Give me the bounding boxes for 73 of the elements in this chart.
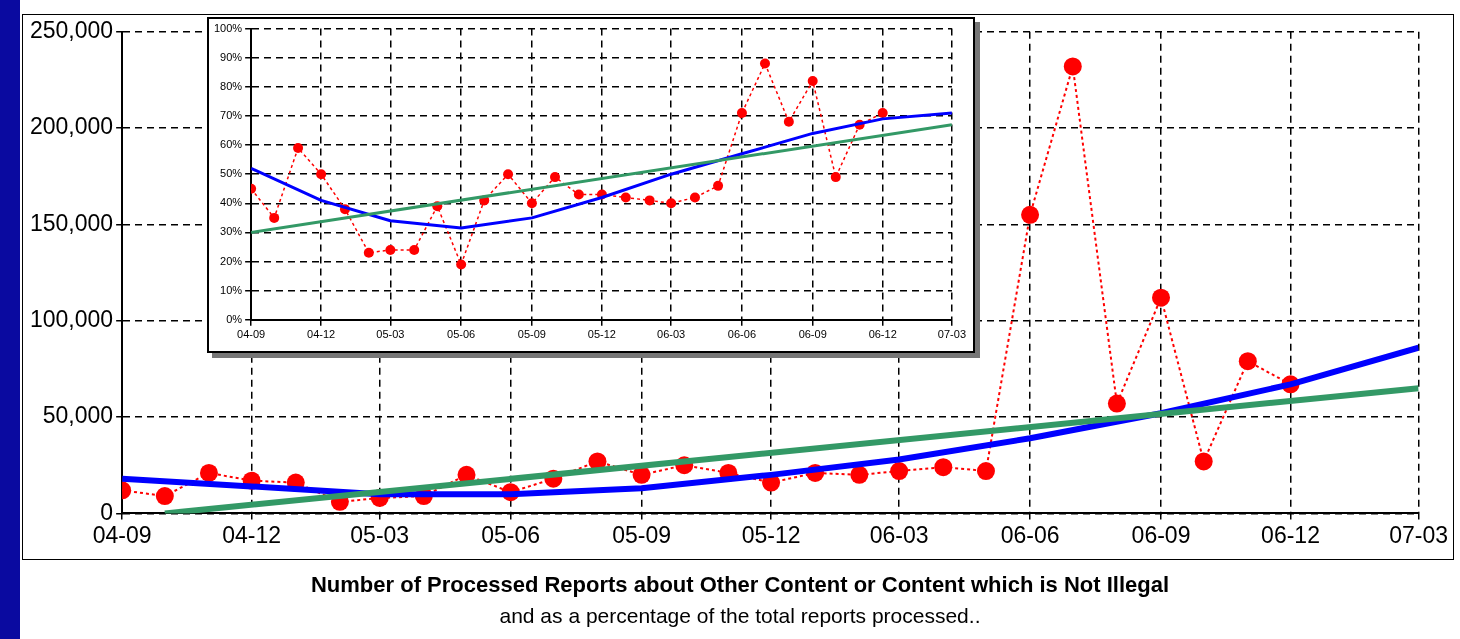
- point: [934, 458, 953, 477]
- x-tick-label: 06-09: [1131, 521, 1191, 548]
- point: [316, 169, 327, 180]
- point: [456, 259, 467, 270]
- y-tick-label: 90%: [220, 50, 243, 63]
- point: [199, 463, 218, 482]
- y-tick-label: 30%: [220, 225, 243, 238]
- point: [1107, 394, 1126, 413]
- point: [713, 180, 724, 191]
- point: [690, 192, 700, 203]
- point: [644, 195, 655, 206]
- x-tick-label: 04-12: [222, 521, 282, 548]
- y-tick-label: 150,000: [30, 209, 114, 236]
- x-tick-label: 05-06: [481, 521, 541, 548]
- point: [155, 487, 174, 506]
- text: Number of Processed Reports about Other Content or Content which is Not Illegal: [309, 572, 1171, 598]
- point: [1063, 57, 1082, 76]
- point: [1152, 288, 1171, 307]
- y-tick-label: 50%: [220, 167, 243, 180]
- x-tick-label: 06-09: [798, 328, 827, 341]
- y-tick-label: 80%: [220, 79, 243, 92]
- point: [877, 108, 888, 119]
- x-tick-label: 07-03: [937, 328, 966, 341]
- x-tick-label: 05-06: [447, 328, 476, 341]
- x-tick-label: 05-03: [376, 328, 405, 341]
- point: [549, 172, 560, 183]
- y-tick-label: 100%: [213, 21, 243, 34]
- point: [760, 58, 770, 69]
- x-tick-label: 05-09: [612, 521, 671, 548]
- point: [409, 244, 420, 255]
- y-tick-label: 50,000: [42, 402, 114, 429]
- x-tick-label: 04-09: [237, 328, 266, 341]
- y-tick-label: 250,000: [30, 17, 114, 44]
- point: [385, 244, 396, 255]
- point: [890, 462, 909, 481]
- point: [783, 116, 794, 127]
- point: [736, 108, 747, 119]
- x-tick-label: 06-12: [1261, 521, 1320, 548]
- point: [1021, 205, 1040, 224]
- point: [1194, 452, 1213, 471]
- x-tick-label: 05-12: [741, 521, 801, 548]
- point: [620, 192, 631, 203]
- point: [666, 198, 677, 209]
- x-tick-label: 07-03: [1389, 521, 1448, 548]
- y-tick-label: 40%: [220, 196, 243, 209]
- point: [850, 465, 869, 484]
- point: [976, 462, 995, 481]
- x-tick-label: 05-09: [517, 328, 546, 341]
- x-tick-label: 06-03: [869, 521, 929, 548]
- y-tick-label: 0%: [226, 312, 243, 325]
- point: [269, 212, 280, 223]
- x-tick-label: 06-06: [1000, 521, 1060, 548]
- point: [293, 142, 304, 153]
- point: [1238, 352, 1257, 371]
- y-tick-label: 20%: [220, 254, 243, 267]
- x-tick-label: 06-06: [727, 328, 756, 341]
- x-tick-label: 06-12: [868, 328, 897, 341]
- x-tick-label: 04-12: [307, 328, 336, 341]
- x-tick-label: 05-03: [350, 521, 410, 548]
- y-tick-label: 200,000: [30, 113, 114, 140]
- point: [573, 189, 584, 200]
- point: [526, 198, 537, 209]
- text: and as a percentage of the total reports processed..: [498, 604, 982, 628]
- x-tick-label: 06-03: [657, 328, 686, 341]
- point: [363, 247, 374, 258]
- y-tick-label: 100,000: [30, 306, 114, 333]
- point: [807, 76, 818, 87]
- y-tick-label: 70%: [220, 108, 243, 121]
- y-tick-label: 10%: [220, 283, 243, 296]
- y-tick-label: 60%: [220, 138, 243, 151]
- point: [503, 169, 514, 180]
- point: [830, 172, 841, 183]
- x-tick-label: 05-12: [587, 328, 616, 341]
